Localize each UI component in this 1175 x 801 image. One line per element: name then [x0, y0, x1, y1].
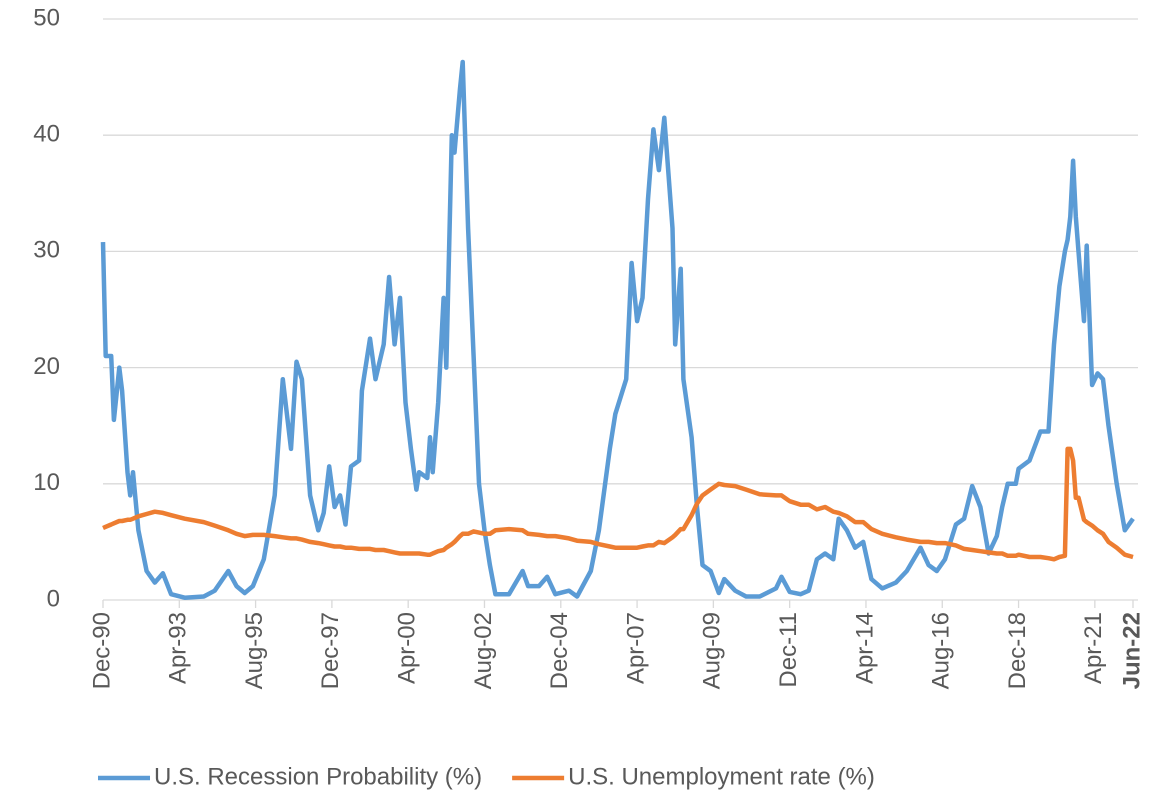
x-tick-label: Aug-16: [928, 612, 955, 689]
x-tick-label: Apr-21: [1080, 612, 1107, 684]
x-tick-label: Aug-95: [241, 612, 268, 689]
x-tick-label: Apr-00: [394, 612, 421, 684]
x-tick-label: Dec-90: [88, 612, 115, 689]
x-tick-label: Dec-18: [1004, 612, 1031, 689]
x-tick-label: Dec-04: [546, 612, 573, 689]
y-tick-label: 50: [33, 4, 60, 31]
x-tick-label: Apr-14: [851, 612, 878, 684]
y-tick-label: 0: [47, 585, 60, 612]
x-tick-label: Aug-02: [470, 612, 497, 689]
y-tick-label: 20: [33, 353, 60, 380]
y-tick-label: 30: [33, 237, 60, 264]
series-line: [102, 446, 1134, 562]
x-tick-label: Apr-07: [622, 612, 649, 684]
x-tick-label: Aug-09: [699, 612, 726, 689]
x-tick-label: Dec-11: [775, 612, 802, 688]
x-tick-label: Dec-97: [317, 612, 344, 689]
x-tick-label: Jun-22: [1118, 612, 1145, 689]
legend-label: U.S. Recession Probability (%): [154, 763, 482, 790]
series-line: [100, 59, 1135, 600]
legend-label: U.S. Unemployment rate (%): [568, 763, 875, 790]
y-tick-label: 10: [33, 469, 60, 496]
x-tick-label: Apr-93: [165, 612, 192, 684]
y-tick-label: 40: [33, 121, 60, 148]
